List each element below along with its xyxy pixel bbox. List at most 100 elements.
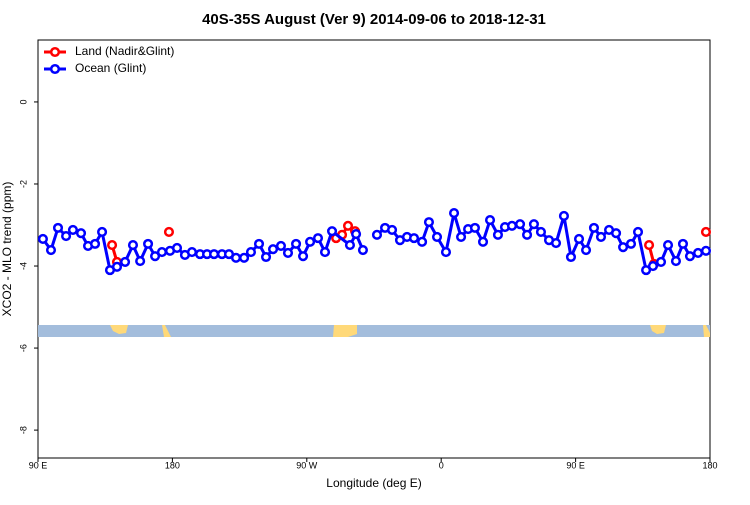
x-tick-label: 180: [702, 460, 717, 470]
data-point: [469, 222, 480, 233]
data-point: [611, 228, 622, 239]
data-point: [52, 222, 64, 233]
data-point: [357, 244, 368, 256]
data-point: [67, 224, 78, 235]
data-point: [89, 238, 101, 249]
x-tick-label: 90 W: [296, 460, 318, 470]
data-point: [326, 226, 338, 237]
data-point: [230, 252, 242, 263]
data-point: [431, 231, 443, 242]
legend-marker: [49, 46, 61, 58]
data-point: [305, 236, 316, 247]
data-point: [156, 247, 167, 258]
data-point: [260, 251, 272, 263]
plot-frame: [37, 39, 711, 459]
data-point: [253, 238, 265, 249]
legend-label: Land (Nadir&Glint): [75, 44, 174, 58]
data-point: [298, 251, 309, 262]
land-shape: [110, 325, 128, 334]
data-point: [700, 226, 712, 238]
data-point: [423, 217, 435, 228]
data-point: [163, 226, 175, 238]
data-point: [45, 244, 57, 256]
x-axis-label: Longitude (deg E): [326, 476, 421, 490]
data-point: [268, 244, 279, 255]
data-point: [37, 233, 48, 244]
data-point: [120, 256, 131, 267]
data-point: [135, 256, 146, 267]
data-point: [484, 215, 496, 226]
data-point: [342, 220, 354, 231]
data-point: [111, 261, 123, 272]
data-point: [282, 247, 294, 258]
land-shape: [703, 325, 710, 337]
map-strip: [38, 325, 710, 337]
ocean-band: [38, 325, 710, 337]
data-point: [371, 229, 383, 240]
data-point: [670, 256, 682, 267]
data-point: [550, 238, 562, 249]
data-point: [644, 240, 655, 251]
data-point: [558, 210, 570, 222]
data-point: [344, 240, 356, 251]
data-point: [448, 208, 460, 219]
land-shape: [333, 325, 357, 337]
data-point: [143, 238, 154, 249]
data-point: [581, 244, 592, 256]
chart-title: 40S-35S August (Ver 9) 2014-09-06 to 201…: [202, 11, 546, 28]
data-point: [239, 252, 250, 263]
y-tick-label: -6: [18, 344, 28, 352]
data-point: [127, 240, 139, 251]
data-point: [528, 219, 539, 230]
y-axis-label: XCO2 - MLO trend (ppm): [0, 182, 14, 317]
data-point: [477, 236, 489, 247]
data-point: [684, 251, 696, 262]
x-tick-label: 0: [439, 460, 444, 470]
data-point: [625, 238, 637, 249]
data-point: [312, 233, 324, 244]
data-point: [387, 224, 398, 235]
data-point: [290, 238, 302, 249]
x-tick-label: 90 E: [29, 460, 48, 470]
data-point: [351, 228, 362, 240]
y-tick-label: -8: [18, 426, 28, 434]
legend-marker: [49, 63, 61, 75]
data-point: [535, 226, 547, 238]
data-point: [588, 222, 600, 233]
data-point: [456, 231, 467, 242]
y-tick-label: -2: [18, 180, 28, 188]
data-point: [61, 231, 72, 242]
data-point: [97, 226, 108, 238]
data-point: [655, 256, 667, 267]
land-shape: [650, 325, 666, 334]
land-shape: [162, 325, 171, 337]
legend-label: Ocean (Glint): [75, 61, 146, 75]
data-point: [565, 251, 577, 263]
data-point: [245, 247, 256, 258]
data-point: [632, 226, 644, 238]
data-point: [75, 228, 87, 239]
data-point: [662, 240, 674, 251]
data-point: [573, 233, 585, 244]
y-tick-label: 0: [18, 99, 28, 104]
data-point: [641, 265, 652, 276]
data-point: [618, 242, 629, 253]
data-point: [700, 245, 712, 256]
data-point: [417, 236, 428, 247]
data-point: [514, 219, 526, 230]
x-tick-label: 90 E: [566, 460, 585, 470]
data-point: [319, 247, 331, 258]
data-point: [647, 260, 659, 272]
data-point: [408, 233, 420, 244]
data-point: [440, 247, 452, 258]
data-point: [693, 247, 704, 258]
data-point: [150, 251, 161, 262]
x-tick-label: 180: [165, 460, 180, 470]
data-point: [107, 240, 118, 251]
data-point: [492, 229, 503, 240]
data-point: [522, 229, 533, 240]
data-point: [595, 231, 607, 242]
data-point: [186, 247, 198, 258]
data-point: [171, 242, 183, 254]
